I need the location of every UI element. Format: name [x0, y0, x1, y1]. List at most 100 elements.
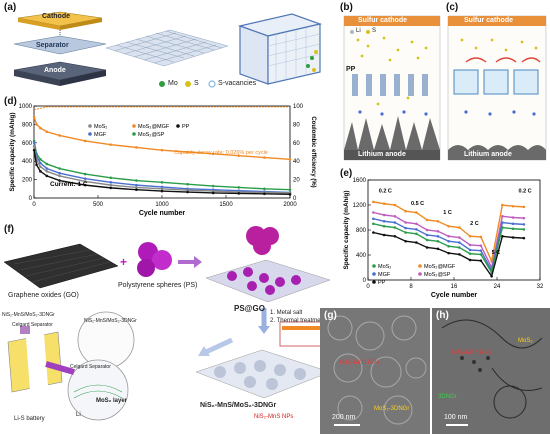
cathode-label: Cathode: [42, 13, 70, 20]
chart-e: 0 8 16 24 32 0 400 800 1200 1600 Cycle number Speci…: [343, 178, 544, 299]
data-point: [415, 211, 418, 214]
data-point: [109, 186, 113, 190]
h-scale: 100 nm: [444, 414, 468, 421]
series-line: [33, 142, 291, 194]
data-point: [372, 231, 375, 234]
data-point: [458, 236, 461, 239]
panel-h: (h) NiS₂-MnS NPs MoS₂ 3DNGr 100 nm: [432, 308, 550, 434]
data-point: [372, 222, 375, 226]
data-point: [479, 249, 483, 252]
data-point: [447, 251, 450, 255]
data-point: [39, 161, 42, 165]
data-point: [522, 236, 526, 240]
layer-label: MoS₂ layer: [96, 398, 128, 404]
data-point: [288, 188, 292, 192]
data-point: [479, 253, 483, 256]
data-point: [425, 218, 429, 222]
data-point: [160, 189, 164, 193]
data-point: [35, 163, 38, 167]
annotation: Capacity decay rate: 0.026% per cycle: [174, 150, 268, 156]
data-point: [382, 219, 386, 223]
data-point: [372, 211, 375, 214]
panel-e: (e) 0 8 16 24 32 0 400 800 1200 1600 Cycle number S…: [338, 168, 550, 304]
y2-tick-label: 0: [293, 196, 297, 202]
legend-label: PP: [182, 124, 190, 130]
y-tick-label: 600: [22, 141, 33, 147]
data-point: [263, 187, 266, 191]
data-point: [58, 134, 61, 137]
panel-label-a: (a): [4, 2, 17, 13]
legend-label: MGF: [94, 132, 107, 138]
data-point: [109, 181, 113, 184]
data-point: [436, 219, 440, 223]
data-point: [425, 238, 429, 242]
data-point: [501, 226, 504, 229]
data-point: [109, 176, 113, 180]
panel-c: (c) Sulfur cathode Lithium anode: [444, 0, 550, 166]
panel-label-e: (e): [340, 168, 353, 179]
data-point: [415, 232, 418, 236]
data-point: [479, 259, 483, 262]
data-point: [109, 143, 113, 146]
data-point: [135, 186, 138, 189]
data-point: [263, 156, 266, 159]
data-point: [288, 158, 292, 161]
data-point: [186, 150, 189, 154]
data-point: [468, 243, 472, 247]
y2-tick-label: 100: [293, 104, 304, 110]
vacancy-legend-label: S-vacancies: [218, 80, 257, 87]
product-label: NiS₂-MnS/MoS₂-3DNGr: [200, 402, 277, 409]
legend-marker: [372, 280, 376, 284]
data-point: [45, 174, 49, 178]
y-tick-label: 400: [356, 253, 367, 259]
data-point: [263, 192, 266, 196]
data-point: [32, 141, 36, 145]
panel-label-h: (h): [436, 310, 449, 321]
c-top-label: Sulfur cathode: [464, 17, 514, 24]
data-point: [447, 234, 450, 238]
data-point: [135, 183, 138, 187]
x-axis-label: Cycle number: [139, 210, 186, 217]
h-label: NiS₂-MnS NPs: [452, 350, 492, 356]
legend-label: MoS₂: [378, 264, 391, 270]
data-point: [83, 139, 87, 143]
panel-g: (g) NiS₂-MnS NPs MoS₂-3DNGr 200 nm: [320, 308, 430, 434]
x-tick-label: 1000: [155, 202, 169, 208]
b-top-label: Sulfur cathode: [358, 17, 408, 24]
panel-label-f: (f): [4, 224, 14, 235]
go-label: Graphene oxides (GO): [8, 292, 79, 299]
x-tick-label: 500: [93, 202, 104, 208]
g-scale: 200 nm: [332, 414, 356, 421]
data-point: [135, 179, 138, 182]
y-tick-label: 400: [22, 159, 33, 165]
s-legend-icon: [185, 81, 191, 87]
b-pp-label: PP: [346, 66, 356, 73]
data-point: [35, 123, 38, 126]
panel-f: (f) + Graphene oxides (GO) Polystyrene s…: [0, 222, 336, 434]
data-point: [186, 182, 189, 186]
data-point: [425, 233, 429, 237]
data-point: [501, 214, 504, 218]
data-point: [39, 170, 42, 173]
data-point: [436, 234, 440, 238]
y-axis-label: Specific capacity (mAh/g): [9, 112, 16, 191]
g-label-2: MoS₂-3DNGr: [374, 406, 410, 412]
data-point: [58, 167, 61, 170]
data-point: [522, 223, 526, 226]
panel-c-graphic: [447, 15, 547, 161]
data-point: [39, 165, 42, 169]
legend-marker: [418, 264, 422, 268]
li-legend-icon: [350, 30, 354, 34]
data-point: [404, 221, 407, 224]
x-tick-label: 8: [409, 284, 413, 290]
x-tick-label: 1500: [219, 202, 233, 208]
data-point: [393, 203, 397, 207]
mo-legend-icon: [159, 81, 165, 87]
data-point: [425, 246, 429, 249]
y-tick-label: 800: [356, 228, 367, 234]
data-point: [186, 190, 189, 194]
data-point: [83, 180, 87, 183]
data-point: [32, 115, 36, 119]
legend-marker: [88, 124, 92, 128]
y-tick-label: 0: [29, 196, 33, 202]
